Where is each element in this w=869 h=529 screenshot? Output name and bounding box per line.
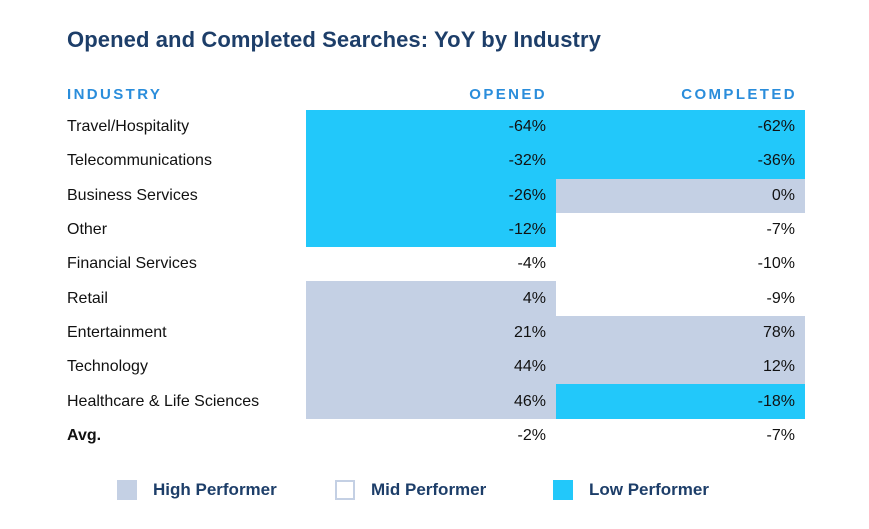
header-industry: INDUSTRY: [67, 86, 163, 103]
completed-value: 12%: [556, 350, 805, 385]
header-opened: OPENED: [469, 86, 547, 103]
header-completed: COMPLETED: [681, 86, 797, 103]
opened-value: -4%: [306, 247, 556, 282]
industry-label: Business Services: [67, 186, 198, 204]
opened-value: -64%: [306, 110, 556, 145]
industry-label: Retail: [67, 289, 108, 307]
opened-value: 21%: [306, 315, 556, 351]
opened-value: 4%: [306, 281, 556, 316]
industry-label: Technology: [67, 358, 148, 376]
legend-swatch-mid: [335, 480, 355, 500]
opened-value: 44%: [306, 350, 556, 385]
legend-swatch-high: [117, 480, 137, 500]
completed-value: 0%: [556, 178, 805, 213]
legend: High Performer Mid Performer Low Perform…: [0, 479, 869, 501]
table-header: INDUSTRY OPENED COMPLETED: [67, 76, 805, 110]
industry-label: Other: [67, 221, 108, 239]
legend-item-high: High Performer: [117, 479, 277, 501]
opened-value: -2%: [517, 426, 546, 444]
completed-value: -7%: [766, 426, 795, 444]
completed-value: -10%: [556, 247, 805, 282]
legend-swatch-low: [553, 480, 573, 500]
table-row: Travel/Hospitality -64% -62%: [67, 110, 805, 145]
completed-value: 78%: [556, 315, 805, 351]
table-body: Travel/Hospitality -64% -62% Telecommunicat…: [67, 110, 805, 453]
completed-value: -7%: [556, 212, 805, 248]
industry-label: Financial Services: [67, 255, 197, 273]
completed-value: -62%: [556, 110, 805, 145]
industry-label: Healthcare & Life Sciences: [67, 392, 260, 410]
table-row: Technology 44% 12%: [67, 350, 805, 385]
legend-label-high: High Performer: [153, 480, 277, 499]
table-row: Business Services -26% 0%: [67, 178, 805, 213]
legend-label-mid: Mid Performer: [371, 480, 487, 499]
chart-title: Opened and Completed Searches: YoY by In…: [67, 27, 601, 52]
opened-value: 46%: [306, 384, 556, 419]
industry-label: Telecommunications: [67, 152, 212, 170]
opened-value: -32%: [306, 144, 556, 179]
average-row: Avg. -2% -7%: [67, 419, 805, 453]
industry-label: Entertainment: [67, 323, 167, 341]
table-row: Financial Services -4% -10%: [67, 247, 805, 282]
completed-value: -9%: [556, 281, 805, 316]
legend-item-mid: Mid Performer: [335, 479, 486, 501]
opened-value: -26%: [306, 178, 556, 213]
table-row: Healthcare & Life Sciences 46% -18%: [67, 384, 805, 419]
legend-item-low: Low Performer: [553, 479, 709, 501]
industry-label: Travel/Hospitality: [67, 118, 190, 136]
opened-value: -12%: [306, 212, 556, 248]
legend-label-low: Low Performer: [589, 480, 709, 499]
industry-label: Avg.: [67, 426, 102, 444]
industry-table: INDUSTRY OPENED COMPLETED Travel/Hospita…: [67, 76, 805, 453]
table-row: Entertainment 21% 78%: [67, 315, 805, 351]
completed-value: -36%: [556, 144, 805, 179]
completed-value: -18%: [556, 384, 805, 419]
table-row: Other -12% -7%: [67, 212, 805, 248]
table-row: Retail 4% -9%: [67, 281, 805, 316]
table-row: Telecommunications -32% -36%: [67, 144, 805, 179]
